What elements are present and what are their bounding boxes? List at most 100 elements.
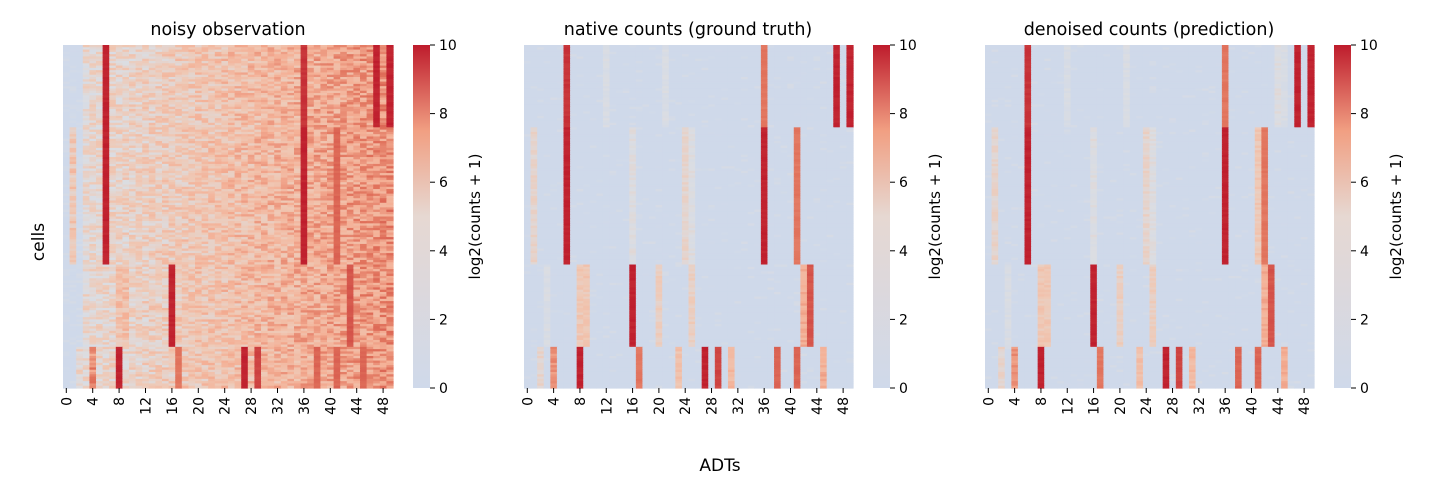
heatmap-cell [360,191,368,195]
heatmap-cell [340,189,348,192]
heatmap-cell [175,168,183,172]
heatmap-cell [89,113,97,117]
heatmap-cell [320,88,328,92]
heatmap-cell [261,147,269,151]
heatmap-cell [228,86,236,90]
heatmap-cell [254,136,262,140]
heatmap-cell [327,102,335,106]
heatmap-cell [346,86,354,90]
heatmap-cell [201,79,209,83]
heatmap-cell [300,131,308,135]
heatmap-cell [287,99,295,103]
heatmap-cell [175,118,183,122]
heatmap-cell [287,56,295,60]
heatmap-cell [168,157,176,160]
heatmap-cell [366,184,374,188]
heatmap-cell [294,47,302,51]
heatmap-cell [148,63,156,67]
heatmap-cell [214,136,222,140]
heatmap-cell [129,159,137,163]
heatmap-cell [373,51,381,55]
heatmap-cell [188,58,196,62]
heatmap-cell [129,134,137,138]
heatmap-cell [82,49,90,53]
heatmap-cell [373,141,381,144]
heatmap-cell [102,58,110,62]
heatmap-cell [307,93,315,96]
heatmap-cell [373,163,381,167]
heatmap-cell [228,173,236,176]
heatmap-cell [241,170,249,174]
heatmap-cell [287,143,295,147]
heatmap-cell [333,136,341,140]
heatmap-cell [280,74,288,78]
heatmap-cell [195,102,203,106]
heatmap-cell [307,195,315,199]
heatmap-cell [228,65,236,69]
heatmap-cell [313,145,321,149]
heatmap-cell [155,134,163,138]
heatmap-cell [129,189,137,192]
heatmap-cell [241,138,249,142]
heatmap-cell [241,179,249,183]
heatmap-cell [102,54,110,58]
heatmap-cell [214,45,222,48]
heatmap-cell [274,93,282,96]
heatmap-cell [254,182,262,186]
heatmap-cell [82,189,90,192]
heatmap-cell [307,120,315,124]
heatmap-cell [175,189,183,192]
heatmap-cell [327,120,335,124]
heatmap-cell [360,195,368,199]
heatmap-cell [115,170,123,174]
heatmap-cell [373,56,381,60]
heatmap-cell [188,191,196,195]
heatmap-cell [241,118,249,122]
heatmap-cell [135,93,143,96]
heatmap-cell [261,70,269,74]
heatmap-cell [82,104,90,108]
heatmap-cell [353,56,361,60]
heatmap-cell [135,179,143,183]
heatmap-cell [221,141,229,144]
heatmap-cell [386,56,394,60]
heatmap-cell [360,65,368,69]
heatmap-cell [241,104,249,108]
heatmap-cell [261,115,269,119]
heatmap-cell [155,120,163,124]
heatmap-cell [129,198,137,202]
heatmap-cell [353,189,361,192]
heatmap-cell [379,159,387,163]
heatmap-cell [234,138,242,142]
heatmap-cell [287,115,295,119]
heatmap-cell [201,86,209,90]
heatmap-cell [69,97,77,101]
heatmap-cell [115,111,123,115]
heatmap-cell [69,67,77,71]
heatmap-cell [102,145,110,149]
heatmap-cell [168,131,176,135]
heatmap-cell [168,58,176,62]
heatmap-cell [234,113,242,117]
heatmap-cell [261,104,269,108]
heatmap-cell [82,118,90,122]
heatmap-cell [135,193,143,197]
heatmap-cell [162,90,170,94]
heatmap-cell [96,198,104,202]
heatmap-cell [280,170,288,174]
heatmap-cell [261,83,269,87]
heatmap-cell [181,86,189,90]
heatmap-cell [346,111,354,115]
heatmap-cell [82,195,90,199]
heatmap-cell [241,182,249,186]
heatmap-cell [221,83,229,87]
heatmap-cell [96,163,104,167]
heatmap-cell [63,125,71,128]
heatmap-cell [300,113,308,117]
heatmap-cell [135,177,143,181]
heatmap-cell [135,154,143,158]
heatmap-cell [76,93,84,96]
heatmap-cell [181,113,189,117]
heatmap-cell [228,77,236,80]
heatmap-cell [353,45,361,48]
